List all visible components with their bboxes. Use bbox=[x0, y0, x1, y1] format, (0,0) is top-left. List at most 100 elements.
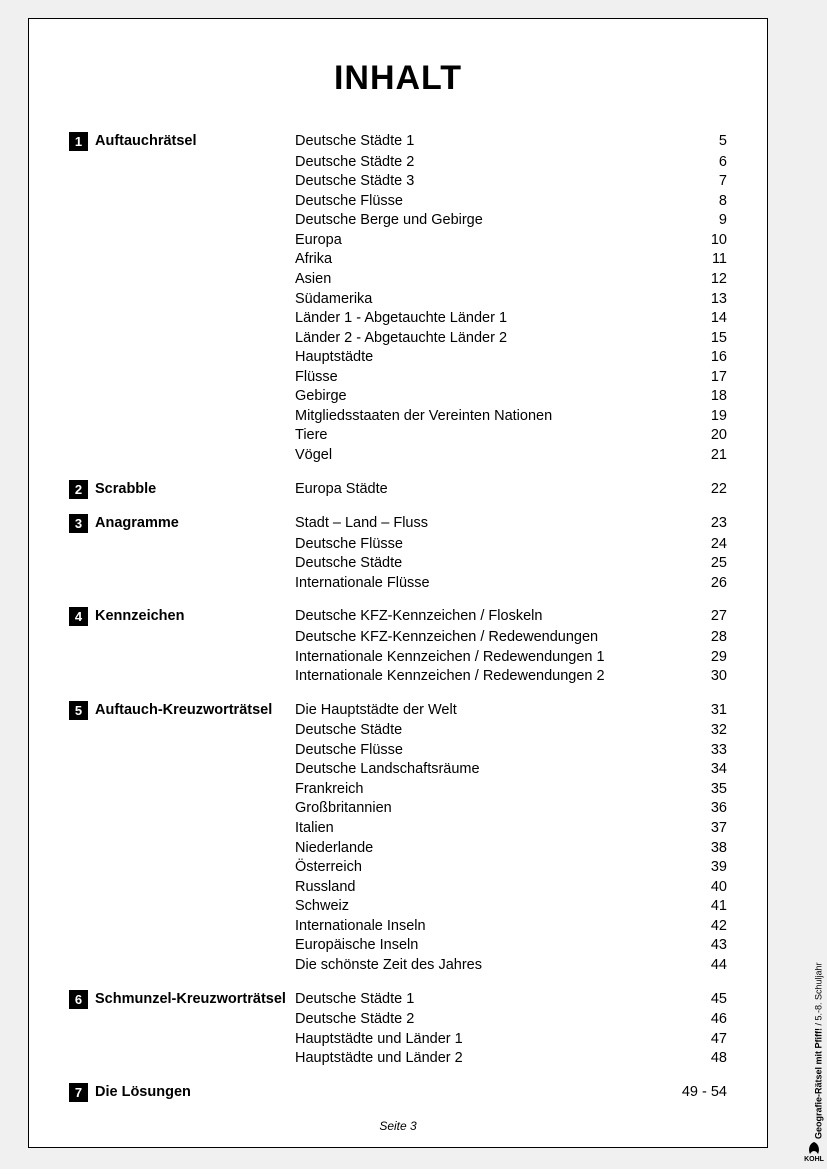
toc-section: 6Schmunzel-KreuzworträtselDeutsche Städt… bbox=[69, 990, 727, 1069]
toc-section-number-cell: 3 bbox=[69, 514, 95, 535]
toc-item-label: Hauptstädte und Länder 2 bbox=[295, 1049, 667, 1069]
toc-item-label: Deutsche Städte 1 bbox=[295, 990, 667, 1010]
toc-row: Die schönste Zeit des Jahres44 bbox=[69, 956, 727, 976]
toc-row: Deutsche KFZ-Kennzeichen / Redewendungen… bbox=[69, 628, 727, 648]
toc-item-page: 49 - 54 bbox=[667, 1083, 727, 1103]
toc-item-label: Südamerika bbox=[295, 290, 667, 310]
toc-item-label: Deutsche Berge und Gebirge bbox=[295, 211, 667, 231]
toc-item-page: 45 bbox=[667, 990, 727, 1010]
toc-row: Hauptstädte und Länder 248 bbox=[69, 1049, 727, 1069]
toc-row: Deutsche Städte 37 bbox=[69, 172, 727, 192]
toc-item-label: Afrika bbox=[295, 250, 667, 270]
toc-item-page: 46 bbox=[667, 1010, 727, 1030]
toc-row: Großbritannien36 bbox=[69, 799, 727, 819]
toc-row: Länder 2 - Abgetauchte Länder 215 bbox=[69, 329, 727, 349]
toc-row: Internationale Flüsse26 bbox=[69, 574, 727, 594]
toc-item-page: 24 bbox=[667, 535, 727, 555]
toc-item-label: Schweiz bbox=[295, 897, 667, 917]
leaf-icon bbox=[806, 1141, 822, 1155]
toc-row: Deutsche Berge und Gebirge9 bbox=[69, 211, 727, 231]
toc-row: Internationale Kennzeichen / Redewendung… bbox=[69, 667, 727, 687]
toc-item-label: Deutsche Städte bbox=[295, 554, 667, 574]
toc-row: Vögel21 bbox=[69, 446, 727, 466]
toc-section: 4KennzeichenDeutsche KFZ-Kennzeichen / F… bbox=[69, 607, 727, 686]
toc-item-page: 11 bbox=[667, 250, 727, 270]
toc-section-name: Die Lösungen bbox=[95, 1083, 295, 1103]
toc-item-page: 42 bbox=[667, 917, 727, 937]
toc-row: Internationale Kennzeichen / Redewendung… bbox=[69, 648, 727, 668]
toc-item-label: Deutsche Städte bbox=[295, 721, 667, 741]
toc-item-label: Deutsche Städte 1 bbox=[295, 132, 667, 152]
toc-item-page: 40 bbox=[667, 878, 727, 898]
page: INHALT 1AuftauchrätselDeutsche Städte 15… bbox=[28, 18, 768, 1148]
toc-section-name: Kennzeichen bbox=[95, 607, 295, 627]
toc-row: Gebirge18 bbox=[69, 387, 727, 407]
toc-item-label: Flüsse bbox=[295, 368, 667, 388]
toc-section-name: Anagramme bbox=[95, 514, 295, 534]
toc-item-page: 14 bbox=[667, 309, 727, 329]
toc-item-label: Deutsche Flüsse bbox=[295, 192, 667, 212]
toc-row: 2ScrabbleEuropa Städte22 bbox=[69, 480, 727, 501]
toc-row: Asien12 bbox=[69, 270, 727, 290]
toc-section-name: Scrabble bbox=[95, 480, 295, 500]
toc-item-label: Hauptstädte bbox=[295, 348, 667, 368]
toc-row: Deutsche Landschaftsräume34 bbox=[69, 760, 727, 780]
toc-row: Tiere20 bbox=[69, 426, 727, 446]
toc-row: Südamerika13 bbox=[69, 290, 727, 310]
toc-row: Hauptstädte und Länder 147 bbox=[69, 1030, 727, 1050]
toc-item-page: 12 bbox=[667, 270, 727, 290]
toc-item-page: 13 bbox=[667, 290, 727, 310]
toc-item-label: Vögel bbox=[295, 446, 667, 466]
toc-item-page: 9 bbox=[667, 211, 727, 231]
toc-section: 5Auftauch-KreuzworträtselDie Hauptstädte… bbox=[69, 701, 727, 976]
toc-item-label: Asien bbox=[295, 270, 667, 290]
toc-item-page: 33 bbox=[667, 741, 727, 761]
toc-item-label: Mitgliedsstaaten der Vereinten Nationen bbox=[295, 407, 667, 427]
toc-item-page: 32 bbox=[667, 721, 727, 741]
toc-item-label: Deutsche Flüsse bbox=[295, 535, 667, 555]
toc-item-page: 26 bbox=[667, 574, 727, 594]
toc-section-name: Auftauch-Kreuzworträtsel bbox=[95, 701, 295, 721]
toc-row: Italien37 bbox=[69, 819, 727, 839]
toc-row: Deutsche Städte25 bbox=[69, 554, 727, 574]
toc-item-label: Länder 1 - Abgetauchte Länder 1 bbox=[295, 309, 667, 329]
toc-item-page: 5 bbox=[667, 132, 727, 152]
toc-item-page: 41 bbox=[667, 897, 727, 917]
publisher-logo: KOHL bbox=[803, 1141, 825, 1163]
toc-item-label: Deutsche Flüsse bbox=[295, 741, 667, 761]
toc-item-page: 10 bbox=[667, 231, 727, 251]
toc-item-label: Die Hauptstädte der Welt bbox=[295, 701, 667, 721]
toc-item-page: 38 bbox=[667, 839, 727, 859]
toc-item-label: Deutsche Städte 2 bbox=[295, 1010, 667, 1030]
toc-item-page: 36 bbox=[667, 799, 727, 819]
toc-item-label: Internationale Kennzeichen / Redewendung… bbox=[295, 648, 667, 668]
toc-item-label: Großbritannien bbox=[295, 799, 667, 819]
toc-row: Österreich39 bbox=[69, 858, 727, 878]
toc-item-label: Tiere bbox=[295, 426, 667, 446]
toc-row: Deutsche Flüsse24 bbox=[69, 535, 727, 555]
toc-item-page: 44 bbox=[667, 956, 727, 976]
toc-section-number-cell: 6 bbox=[69, 990, 95, 1011]
toc-section: 7 Die Lösungen 49 - 54 bbox=[69, 1083, 727, 1104]
toc-item-page: 47 bbox=[667, 1030, 727, 1050]
toc-section-number: 1 bbox=[69, 132, 88, 151]
toc-item-label: Russland bbox=[295, 878, 667, 898]
toc-row: Hauptstädte16 bbox=[69, 348, 727, 368]
toc-item-label: Länder 2 - Abgetauchte Länder 2 bbox=[295, 329, 667, 349]
toc-item-page: 31 bbox=[667, 701, 727, 721]
toc-row: Deutsche Flüsse8 bbox=[69, 192, 727, 212]
toc-item-label: Europäische Inseln bbox=[295, 936, 667, 956]
toc-item-page: 30 bbox=[667, 667, 727, 687]
toc-row: 6Schmunzel-KreuzworträtselDeutsche Städt… bbox=[69, 990, 727, 1011]
toc-section-number-cell: 2 bbox=[69, 480, 95, 501]
toc-item-page: 21 bbox=[667, 446, 727, 466]
toc-row: Länder 1 - Abgetauchte Länder 114 bbox=[69, 309, 727, 329]
toc-row: Flüsse17 bbox=[69, 368, 727, 388]
toc-item-page: 23 bbox=[667, 514, 727, 534]
toc-section: 1AuftauchrätselDeutsche Städte 15Deutsch… bbox=[69, 132, 727, 466]
toc-item-page: 18 bbox=[667, 387, 727, 407]
toc-section-number: 7 bbox=[69, 1083, 88, 1102]
toc-row: Deutsche Flüsse33 bbox=[69, 741, 727, 761]
toc-row: Mitgliedsstaaten der Vereinten Nationen1… bbox=[69, 407, 727, 427]
toc-item-page: 27 bbox=[667, 607, 727, 627]
